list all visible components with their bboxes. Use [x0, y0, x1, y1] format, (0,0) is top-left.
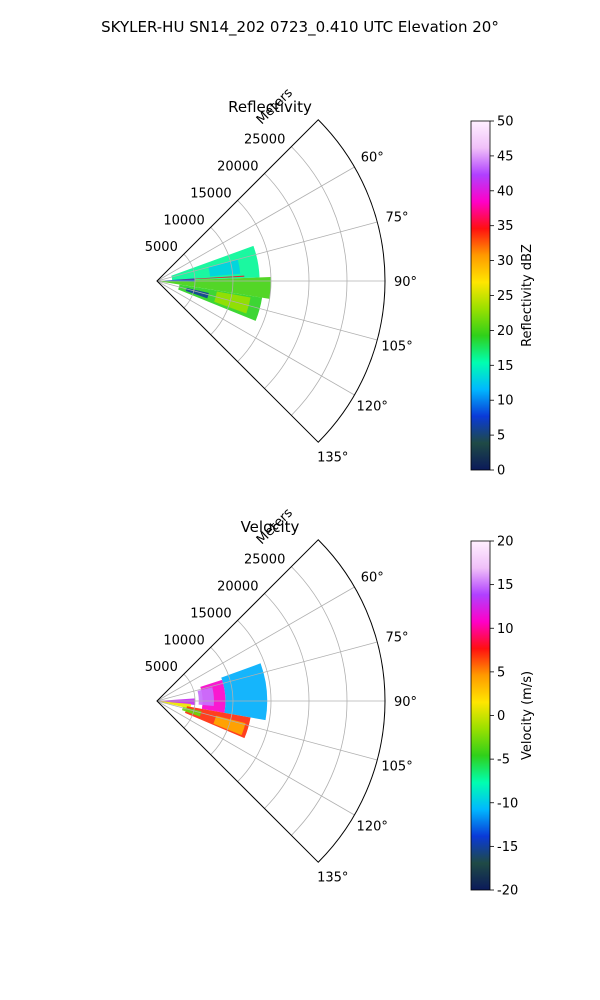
reflectivity-range-tick-label: 25000 [244, 133, 285, 148]
reflectivity-title: Reflectivity [228, 98, 312, 116]
velocity-colorbar-tick-label: 20 [497, 535, 514, 550]
reflectivity-colorbar-tick-label: 20 [497, 324, 514, 339]
reflectivity-azimuth-gridline [156, 166, 355, 282]
velocity-range-tick-label: 10000 [163, 633, 204, 648]
reflectivity-azimuth-tick-label: 60° [361, 151, 384, 166]
reflectivity-azimuth-tick-label: 90° [394, 275, 417, 290]
reflectivity-frame [156, 119, 386, 443]
reflectivity-azimuth-gridline [156, 280, 355, 396]
reflectivity-echo-region [157, 277, 271, 299]
reflectivity-range-tick-label: 20000 [217, 160, 258, 175]
velocity-echo-region [160, 698, 196, 705]
reflectivity-colorbar [470, 120, 491, 471]
velocity-azimuth-tick-label: 90° [394, 695, 417, 710]
polar-panel-1: Velocity500010000150002000025000Meters60… [145, 506, 535, 899]
reflectivity-azimuth-tick-label: 105° [381, 339, 412, 354]
velocity-echo-region [221, 663, 268, 721]
velocity-azimuth-tick-label: 75° [386, 631, 409, 646]
reflectivity-colorbar-tick-label: 40 [497, 184, 514, 199]
velocity-colorbar-tick-label: -10 [497, 796, 518, 811]
reflectivity-colorbar-label: Reflectivity dBZ [520, 244, 535, 347]
velocity-colorbar-label: Velocity (m/s) [520, 671, 535, 760]
velocity-azimuth-gridline [156, 700, 355, 816]
velocity-range-tick-label: 20000 [217, 580, 258, 595]
velocity-azimuth-tick-label: 60° [361, 571, 384, 586]
reflectivity-azimuth-gridline [156, 280, 378, 341]
velocity-range-tick-label: 5000 [145, 660, 178, 675]
velocity-colorbar-tick-label: 15 [497, 578, 514, 593]
reflectivity-echo-region [179, 275, 245, 280]
velocity-colorbar-tick-label: -15 [497, 840, 518, 855]
reflectivity-azimuth-tick-label: 135° [317, 451, 348, 466]
velocity-colorbar-tick-label: -5 [497, 753, 510, 768]
velocity-azimuth-gridline [156, 586, 355, 702]
velocity-colorbar [470, 540, 491, 891]
reflectivity-colorbar-tick-label: 25 [497, 289, 514, 304]
velocity-range-tick-label: 15000 [190, 606, 231, 621]
velocity-echo-region [197, 687, 214, 706]
reflectivity-colorbar-tick-label: 15 [497, 359, 514, 374]
velocity-azimuth-gridline [156, 700, 378, 761]
reflectivity-colorbar-tick-label: 50 [497, 115, 514, 130]
reflectivity-range-tick-label: 10000 [163, 213, 204, 228]
velocity-colorbar-tick-label: -20 [497, 884, 518, 899]
reflectivity-colorbar-tick-label: 35 [497, 219, 514, 234]
polar-panel-0: Reflectivity500010000150002000025000Mete… [145, 86, 535, 479]
reflectivity-azimuth-tick-label: 75° [386, 211, 409, 226]
reflectivity-colorbar-tick-label: 45 [497, 149, 514, 164]
panels: Reflectivity500010000150002000025000Mete… [145, 86, 535, 899]
reflectivity-colorbar-tick-label: 0 [497, 464, 505, 479]
reflectivity-range-tick-label: 15000 [190, 186, 231, 201]
velocity-azimuth-tick-label: 120° [357, 819, 388, 834]
velocity-azimuth-tick-label: 135° [317, 871, 348, 886]
reflectivity-range-tick-label: 5000 [145, 240, 178, 255]
reflectivity-colorbar-tick-label: 30 [497, 254, 514, 269]
velocity-title: Velocity [241, 518, 300, 536]
figure-suptitle: SKYLER-HU SN14_202 0723_0.410 UTC Elevat… [101, 18, 499, 37]
velocity-colorbar-tick-label: 10 [497, 622, 514, 637]
reflectivity-echo-region [214, 291, 251, 314]
reflectivity-azimuth-tick-label: 120° [357, 399, 388, 414]
velocity-colorbar-tick-label: 5 [497, 665, 505, 680]
reflectivity-colorbar-tick-label: 10 [497, 394, 514, 409]
velocity-azimuth-tick-label: 105° [381, 759, 412, 774]
velocity-azimuth-gridline [156, 641, 378, 702]
velocity-range-tick-label: 25000 [244, 553, 285, 568]
reflectivity-colorbar-tick-label: 5 [497, 429, 505, 444]
reflectivity-azimuth-gridline [156, 221, 378, 282]
velocity-colorbar-tick-label: 0 [497, 709, 505, 724]
velocity-frame [156, 539, 386, 863]
